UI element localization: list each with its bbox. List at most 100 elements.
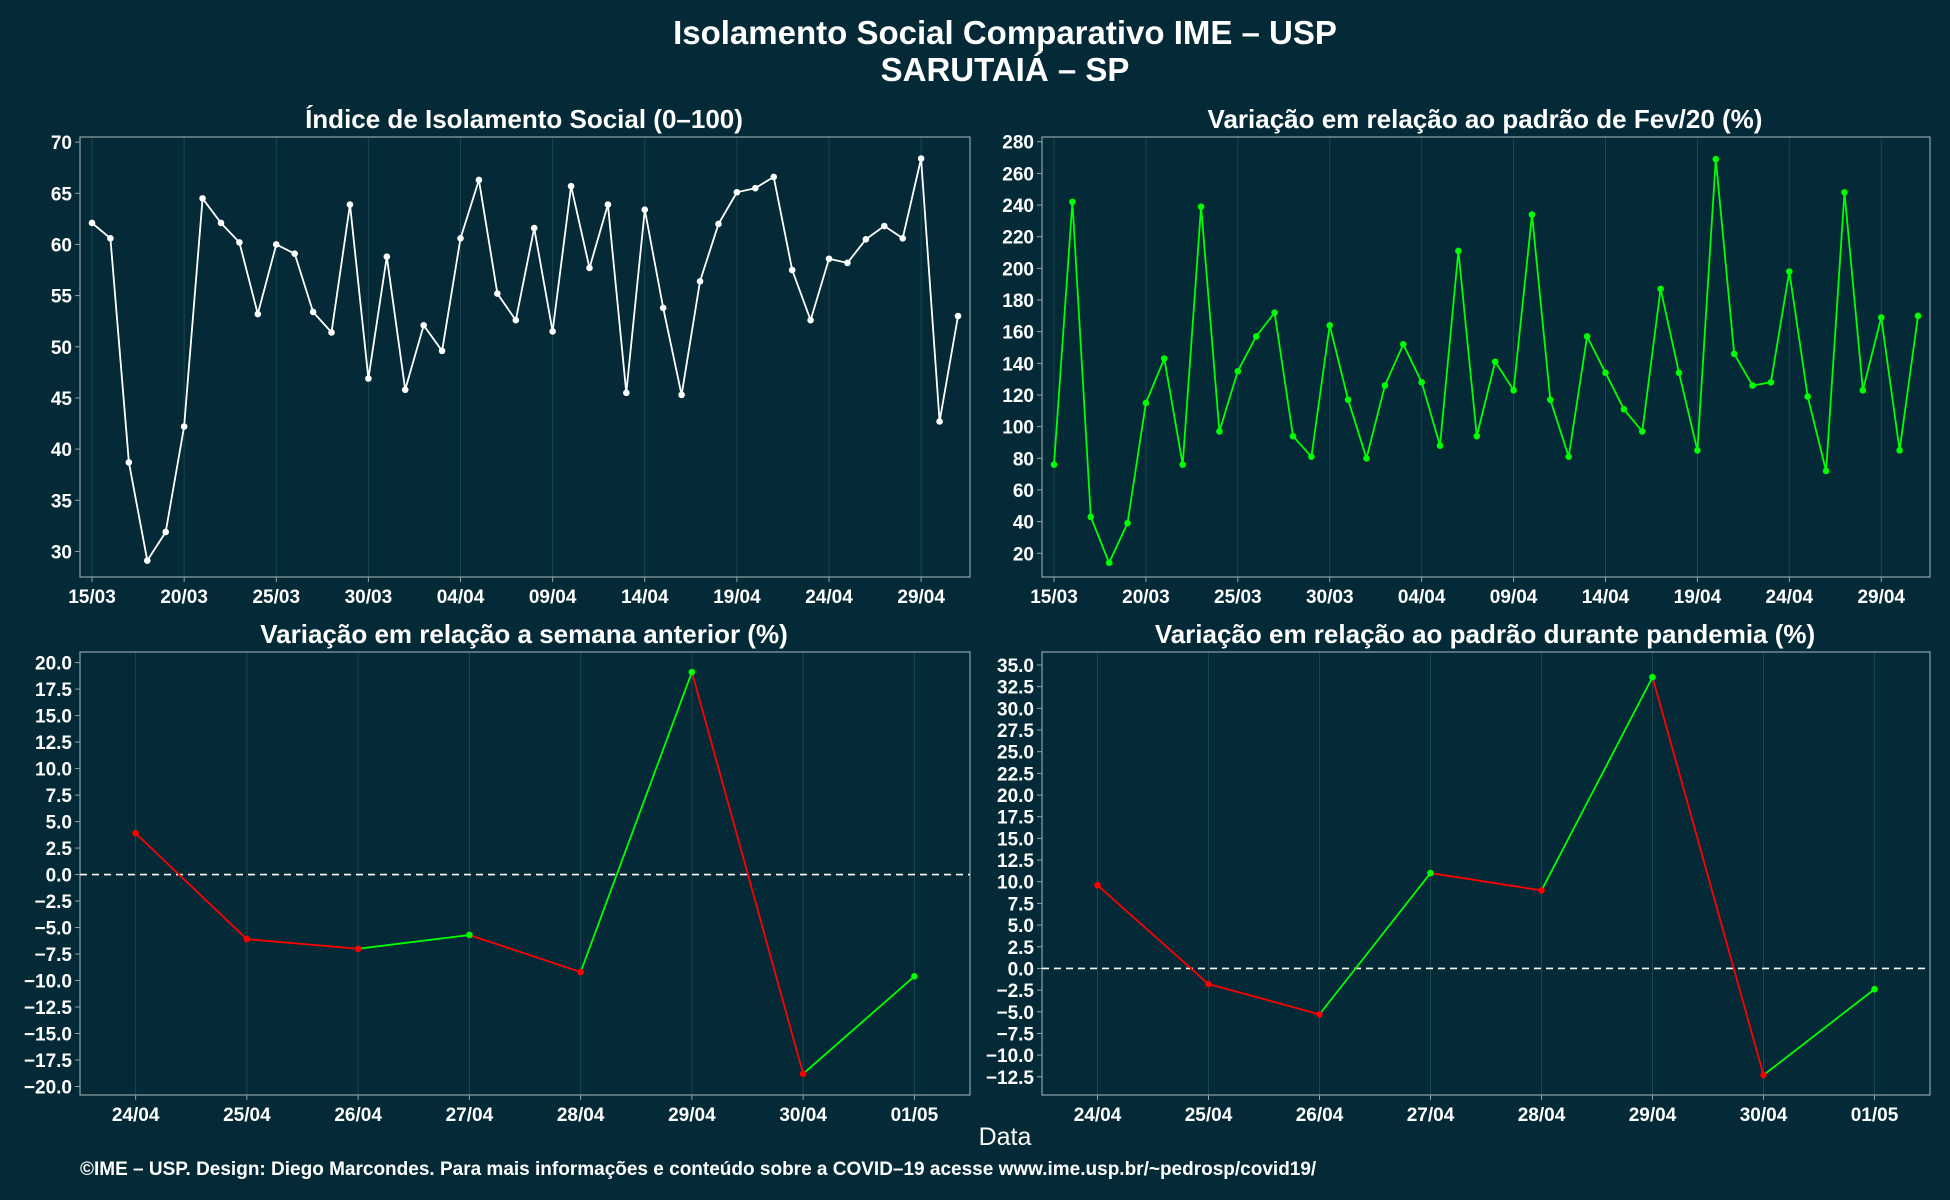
x-tick-label: 09/04 xyxy=(1490,587,1538,608)
x-tick-label: 27/04 xyxy=(446,1105,494,1126)
data-point xyxy=(125,459,133,466)
data-point xyxy=(401,386,409,394)
y-tick-label: −2.5 xyxy=(34,892,72,913)
y-tick-label: 22.5 xyxy=(997,764,1034,785)
data-point xyxy=(1565,453,1573,461)
data-point xyxy=(1216,428,1223,435)
y-tick-label: 80 xyxy=(1013,449,1034,470)
data-point xyxy=(1859,386,1867,394)
x-tick-label: 28/04 xyxy=(557,1105,605,1126)
data-point xyxy=(1399,341,1407,348)
series-segment xyxy=(1318,872,1432,1015)
plot-frame xyxy=(79,136,971,578)
data-point xyxy=(272,241,280,248)
data-point xyxy=(880,222,888,230)
data-point xyxy=(1620,405,1628,413)
y-tick-label: 7.5 xyxy=(46,786,73,807)
x-tick-label: 29/04 xyxy=(1629,1105,1677,1126)
data-point xyxy=(1649,673,1656,681)
data-point xyxy=(604,201,612,208)
x-tick-label: 24/04 xyxy=(112,1105,160,1126)
figure-title: Isolamento Social Comparativo IME – USP xyxy=(673,14,1337,51)
footer-credits: ©IME – USP. Design: Diego Marcondes. Par… xyxy=(80,1159,1317,1180)
data-point xyxy=(1871,985,1878,993)
data-point xyxy=(1105,559,1113,567)
y-tick-label: 70 xyxy=(51,133,72,154)
data-point xyxy=(1749,382,1756,389)
data-point xyxy=(1694,447,1701,454)
data-point xyxy=(659,304,667,312)
data-point xyxy=(107,235,114,242)
x-axis-label: Data xyxy=(979,1123,1032,1151)
data-point xyxy=(1363,454,1370,462)
x-tick-label: 20/03 xyxy=(1122,587,1170,608)
y-tick-label: 20 xyxy=(1013,544,1034,565)
series-segment xyxy=(135,832,248,940)
data-point xyxy=(862,236,870,243)
y-tick-label: 40 xyxy=(51,440,72,461)
x-tick-label: 04/04 xyxy=(437,587,485,608)
data-point xyxy=(291,250,298,257)
y-tick-label: 140 xyxy=(1002,354,1034,375)
x-tick-label: 26/04 xyxy=(334,1105,382,1126)
y-tick-label: 0.0 xyxy=(46,866,72,887)
x-tick-label: 27/04 xyxy=(1407,1105,1455,1126)
x-tick-label: 14/04 xyxy=(621,587,669,608)
data-point xyxy=(1094,881,1101,889)
data-point xyxy=(1510,386,1517,394)
y-tick-label: −12.5 xyxy=(986,1068,1035,1089)
data-point xyxy=(1675,369,1683,377)
data-point xyxy=(243,935,251,943)
y-tick-label: 17.5 xyxy=(997,808,1034,829)
data-point xyxy=(752,184,759,192)
data-point xyxy=(475,176,483,184)
y-tick-label: 20.0 xyxy=(997,786,1034,807)
y-tick-label: 15.0 xyxy=(35,707,72,728)
x-tick-label: 20/03 xyxy=(160,587,208,608)
x-tick-label: 26/04 xyxy=(1296,1105,1344,1126)
data-point xyxy=(1087,513,1095,521)
data-point xyxy=(641,206,649,213)
y-tick-label: 10.0 xyxy=(997,873,1034,894)
series-segment xyxy=(1540,676,1654,891)
panel-title: Variação em relação ao padrão durante pa… xyxy=(1155,619,1815,649)
series-segment xyxy=(1096,884,1210,985)
series-segment xyxy=(1430,872,1542,892)
series-segment xyxy=(802,975,915,1075)
y-tick-label: −7.5 xyxy=(34,945,72,966)
data-point xyxy=(911,973,918,980)
x-tick-label: 09/04 xyxy=(529,587,577,608)
y-tick-label: 10.0 xyxy=(35,760,72,781)
data-point xyxy=(88,219,96,227)
data-point xyxy=(1252,333,1260,340)
data-point xyxy=(1160,355,1168,362)
data-point xyxy=(1822,467,1830,475)
x-tick-label: 25/04 xyxy=(1185,1105,1233,1126)
x-tick-label: 25/04 xyxy=(223,1105,271,1126)
data-point xyxy=(807,316,814,324)
data-point xyxy=(132,829,139,837)
data-point xyxy=(733,188,741,196)
data-point xyxy=(1767,379,1775,386)
data-point xyxy=(1436,442,1444,449)
plot-frame xyxy=(1041,651,1931,1096)
data-point xyxy=(1528,211,1536,218)
x-tick-label: 24/04 xyxy=(1074,1105,1122,1126)
panel-title: Variação em relação ao padrão de Fev/20 … xyxy=(1208,104,1763,134)
x-tick-label: 14/04 xyxy=(1582,587,1630,608)
x-tick-label: 30/04 xyxy=(779,1105,827,1126)
series-segment xyxy=(246,938,359,950)
y-tick-label: 2.5 xyxy=(46,839,73,860)
x-tick-label: 25/03 xyxy=(252,587,300,608)
y-tick-label: 100 xyxy=(1002,418,1034,439)
y-tick-label: 180 xyxy=(1002,291,1034,312)
y-tick-label: 15.0 xyxy=(997,829,1034,850)
x-tick-label: 29/04 xyxy=(668,1105,716,1126)
plot-area: 35.032.530.027.525.022.520.017.515.012.5… xyxy=(986,651,1931,1126)
x-tick-label: 19/04 xyxy=(1674,587,1722,608)
y-tick-label: 45 xyxy=(51,389,73,410)
x-tick-label: 15/03 xyxy=(68,587,116,608)
data-point xyxy=(1547,396,1554,404)
data-point xyxy=(567,182,575,190)
